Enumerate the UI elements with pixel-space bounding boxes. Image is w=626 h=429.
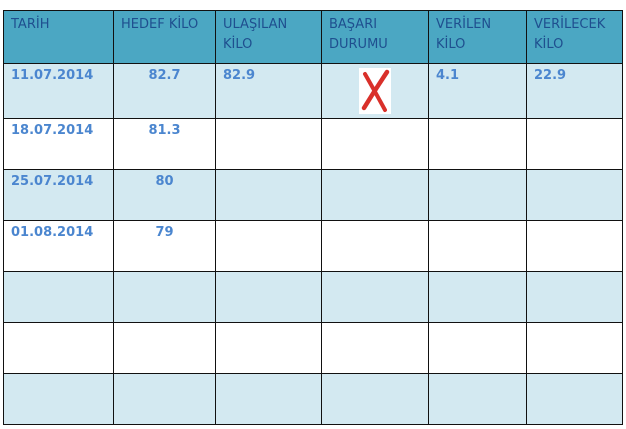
cell-ulasilan	[215, 373, 322, 425]
cell-basari	[321, 373, 429, 425]
cell-verilen: 4.1	[428, 63, 527, 119]
header-verilen: VERİLEN KİLO	[428, 10, 527, 64]
cell-basari	[321, 220, 429, 272]
cell-verilen	[428, 220, 527, 272]
header-tarih: TARİH	[3, 10, 114, 64]
cell-verilecek	[526, 118, 623, 170]
weight-tracking-table: TARİH HEDEF KİLO ULAŞILAN KİLO BAŞARI DURUM…	[3, 10, 623, 425]
header-verilecek: VERİLECEK KİLO	[526, 10, 623, 64]
cell-verilen	[428, 271, 527, 323]
cell-tarih	[3, 271, 114, 323]
cell-verilecek	[526, 220, 623, 272]
cell-basari	[321, 271, 429, 323]
cell-ulasilan	[215, 118, 322, 170]
cell-hedef	[113, 322, 216, 374]
header-ulasilan: ULAŞILAN KİLO	[215, 10, 322, 64]
cell-basari	[321, 63, 429, 119]
cell-hedef: 82.7	[113, 63, 216, 119]
cell-tarih: 11.07.2014	[3, 63, 114, 119]
cell-hedef: 81.3	[113, 118, 216, 170]
cell-ulasilan	[215, 220, 322, 272]
table-row	[3, 271, 623, 323]
cell-basari	[321, 322, 429, 374]
x-mark-icon	[359, 68, 391, 114]
cell-tarih: 01.08.2014	[3, 220, 114, 272]
cell-basari	[321, 118, 429, 170]
cell-hedef: 79	[113, 220, 216, 272]
cell-ulasilan	[215, 271, 322, 323]
table-row: 18.07.2014 81.3	[3, 118, 623, 170]
cell-verilecek	[526, 271, 623, 323]
cell-basari	[321, 169, 429, 221]
cell-verilen	[428, 169, 527, 221]
cell-tarih: 18.07.2014	[3, 118, 114, 170]
cell-hedef: 80	[113, 169, 216, 221]
cell-tarih	[3, 373, 114, 425]
cell-verilen	[428, 118, 527, 170]
cell-verilen	[428, 322, 527, 374]
cell-verilecek	[526, 322, 623, 374]
cell-verilen	[428, 373, 527, 425]
cell-tarih: 25.07.2014	[3, 169, 114, 221]
cell-hedef	[113, 373, 216, 425]
cell-hedef	[113, 271, 216, 323]
header-row: TARİH HEDEF KİLO ULAŞILAN KİLO BAŞARI DURUM…	[3, 10, 623, 64]
cell-verilecek	[526, 373, 623, 425]
cell-tarih	[3, 322, 114, 374]
cell-ulasilan: 82.9	[215, 63, 322, 119]
table-row: 25.07.2014 80	[3, 169, 623, 221]
cell-verilecek: 22.9	[526, 63, 623, 119]
table-row: 01.08.2014 79	[3, 220, 623, 272]
table-row	[3, 373, 623, 425]
header-hedef: HEDEF KİLO	[113, 10, 216, 64]
table-row	[3, 322, 623, 374]
cell-ulasilan	[215, 169, 322, 221]
header-basari: BAŞARI DURUMU	[321, 10, 429, 64]
cell-verilecek	[526, 169, 623, 221]
cell-ulasilan	[215, 322, 322, 374]
table-row: 11.07.2014 82.7 82.9 4.1 22.9	[3, 63, 623, 119]
